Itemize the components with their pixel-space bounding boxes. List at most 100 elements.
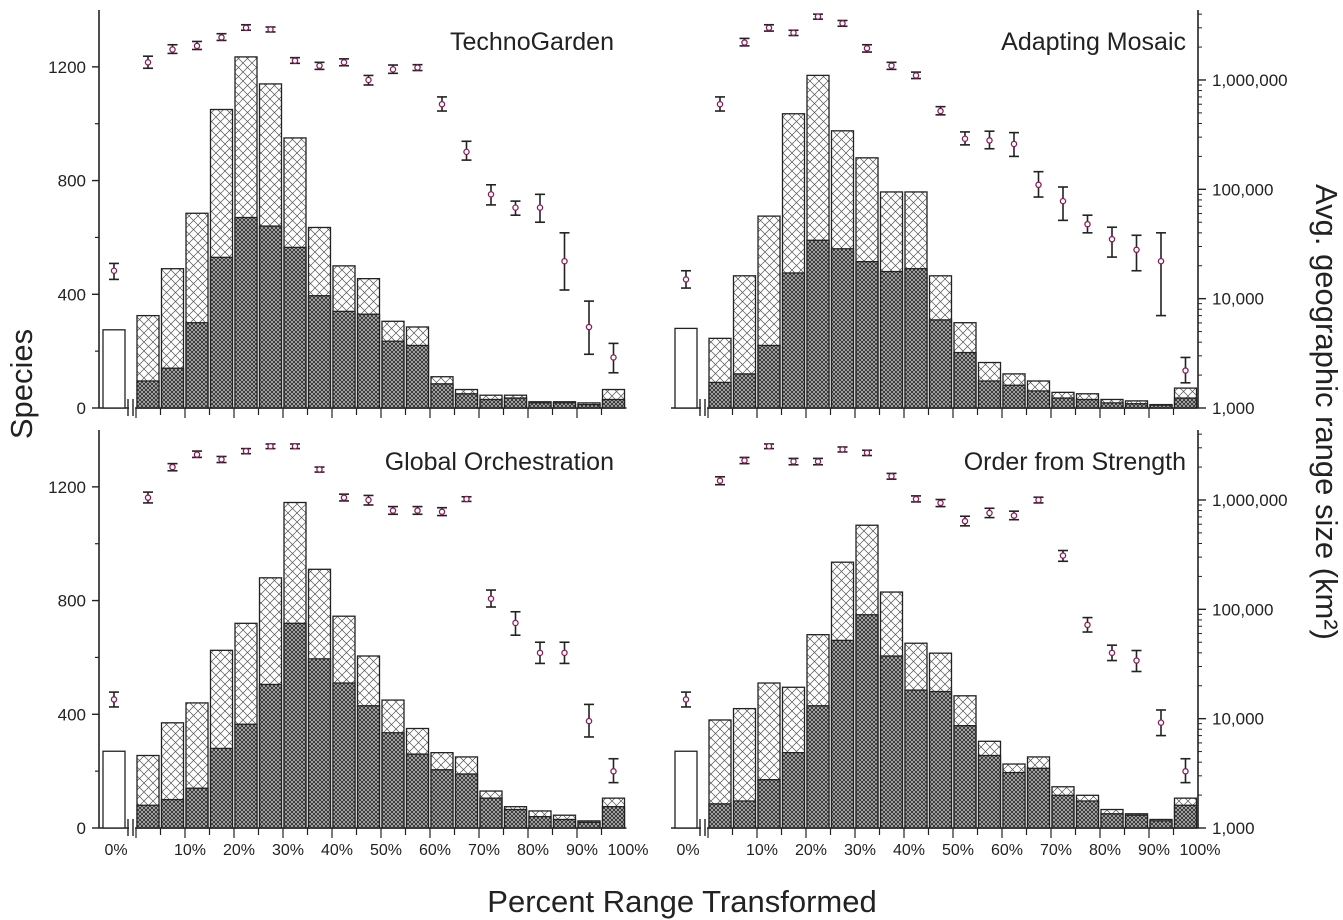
x-tick-label: 90% [1138,842,1170,859]
x-tick-label: 30% [844,842,876,859]
range-point [110,696,118,703]
y-tick-label-right: 100,000 [1212,180,1273,199]
range-point [961,135,969,143]
range-point [610,768,617,775]
bar-stacked [136,380,160,409]
bar-stacked [953,351,977,409]
bar-stacked [1002,384,1026,409]
range-point [790,458,797,465]
bar-stacked [806,239,830,409]
bar-stacked [234,723,258,829]
y-tick-label-left: 0 [77,819,86,838]
range-point [986,137,993,144]
x-tick-label: 40% [321,842,353,859]
range-point [438,100,446,108]
bar-stacked [405,753,430,829]
bar-unchanged [674,750,698,829]
y-tick-label-left: 400 [58,285,86,304]
range-point [218,456,225,463]
bar-stacked [258,225,283,409]
bar-stacked [577,821,601,829]
bar-stacked [1100,813,1124,829]
bar-stacked [781,752,806,829]
range-point [536,204,544,211]
x-tick-label: 90% [566,842,598,859]
x-tick-label: 60% [991,842,1023,859]
x-tick-label: 0% [104,842,127,859]
range-point [561,649,568,657]
range-point [438,508,446,516]
range-point [1133,246,1140,254]
range-point [1010,140,1018,148]
bar-stacked [283,246,307,409]
bar-stacked [855,260,879,409]
range-point [463,495,470,503]
bar-stacked [1149,404,1173,409]
chart-panel-3: 0 400 800 1200 Global Orchestration 0% 10% 20% 3… [48,430,648,859]
y-tick-label-left: 800 [58,172,86,191]
bar-stacked [552,818,577,829]
bar-stacked [1002,771,1026,829]
range-point [365,76,372,84]
range-point [316,62,323,69]
y-tick-label-right: 1,000,000 [1212,71,1288,90]
bar-stacked [1149,820,1173,829]
bar-stacked [356,705,381,829]
y-tick-label-left: 800 [58,592,86,611]
range-point [585,323,593,331]
bar-stacked [977,380,1002,409]
range-point [912,72,920,79]
bar-stacked [1100,402,1124,409]
x-tick-label: 20% [795,842,827,859]
bar-stacked [430,383,454,409]
bar-stacked [806,705,830,829]
x-tick-label: 10% [174,842,206,859]
chart-panel-1: 0 400 800 1200 TechnoGarden [48,10,627,418]
range-point [316,466,323,473]
range-point [561,257,568,265]
bar-stacked [1173,804,1198,829]
y-tick-label-left: 400 [58,705,86,724]
x-tick-label: 50% [942,842,974,859]
bar-stacked [209,747,234,829]
range-point [1133,657,1140,664]
range-point [414,64,421,71]
range-point [863,449,871,457]
range-point [716,100,724,108]
range-point [193,451,201,458]
bar-stacked [928,319,953,409]
bar-stacked [209,256,234,409]
bar-stacked [430,769,454,829]
y-tick-label-right: 100,000 [1212,600,1273,619]
bar-stacked [1075,800,1100,829]
range-point [291,443,299,450]
bar-stacked [552,402,577,409]
range-point [1084,220,1091,228]
bar-stacked [757,344,781,409]
bar-stacked [1075,398,1100,409]
range-point [1059,552,1067,559]
range-point [1108,235,1116,243]
bar-stacked [830,248,855,409]
range-point [937,107,944,115]
y-tick-label-right: 10,000 [1212,290,1264,309]
x-tick-label: 10% [746,842,778,859]
range-point [790,29,797,37]
bar-stacked [356,313,381,409]
range-point [365,496,372,504]
range-point [961,517,969,525]
y-axis-label-right: Avg. geographic range size (km²) [1309,184,1343,640]
range-point [716,477,724,484]
bar-stacked [1051,397,1075,409]
bar-stacked [454,773,479,829]
x-tick-label: 100% [608,842,649,859]
bar-stacked [757,779,781,829]
bar-stacked [332,682,356,829]
range-point [536,649,544,657]
range-point [741,39,748,46]
bar-unchanged [102,329,126,409]
range-point [937,499,944,507]
bar-stacked [258,683,283,829]
bar-stacked [928,690,953,829]
x-tick-label: 70% [1040,842,1072,859]
